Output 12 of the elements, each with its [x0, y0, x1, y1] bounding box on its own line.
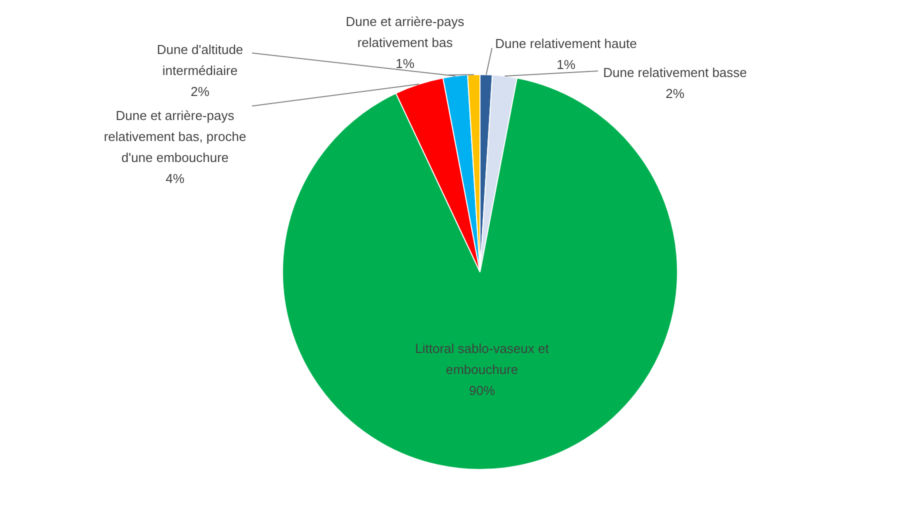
data-label: 2%: [190, 84, 210, 100]
slice-label: Dune et arrière-pays relativement bas: [346, 14, 465, 50]
data-label: 90%: [468, 383, 496, 398]
slice-label: Dune d'altitude intermédiaire: [156, 42, 244, 78]
slice-label: Littoral sablo-vaseux et embouchure: [415, 341, 550, 378]
data-label: 4%: [166, 171, 185, 186]
slice-label: Dune relativement basse: [603, 65, 747, 80]
data-label: 2%: [666, 86, 685, 102]
slice-label: Dune et arrière-pays relativement bas, proche d'une embouchure: [104, 108, 246, 166]
slice-label: Dune relativement haute: [495, 36, 637, 52]
data-label: 1%: [396, 56, 415, 72]
data-label: 1%: [556, 57, 576, 72]
